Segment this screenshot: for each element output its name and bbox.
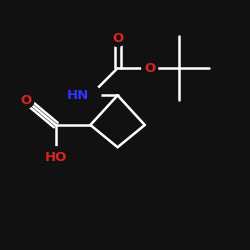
Circle shape — [142, 60, 158, 76]
Text: O: O — [112, 32, 123, 45]
Text: HO: HO — [44, 151, 67, 164]
Text: O: O — [20, 94, 32, 107]
Text: O: O — [144, 62, 155, 75]
Circle shape — [46, 147, 66, 168]
Circle shape — [80, 85, 101, 106]
Text: HN: HN — [67, 89, 89, 102]
Circle shape — [110, 30, 126, 46]
Circle shape — [18, 92, 34, 108]
